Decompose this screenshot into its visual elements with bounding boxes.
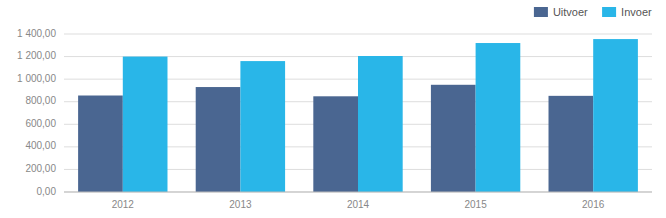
bar (476, 43, 521, 192)
y-tick-label: 600,00 (25, 118, 56, 129)
bar (313, 96, 358, 192)
bar (431, 85, 476, 192)
y-tick-label: 0,00 (37, 186, 57, 197)
x-tick-label: 2014 (347, 199, 370, 210)
page: {"chart_data": {"type": "bar", "categori… (0, 0, 666, 218)
bar (358, 56, 403, 192)
bar (123, 57, 168, 192)
y-tick-label: 1 000,00 (17, 73, 56, 84)
y-tick-label: 1 400,00 (17, 28, 56, 39)
grid-line (64, 34, 652, 35)
bar (240, 61, 285, 192)
bar (593, 39, 638, 192)
grid-line (64, 192, 652, 193)
x-tick-label: 2012 (112, 199, 135, 210)
bars (78, 39, 638, 192)
y-tick-label: 400,00 (25, 140, 56, 151)
legend-swatch (534, 7, 548, 17)
legend-swatch (602, 7, 616, 17)
bar (196, 87, 241, 192)
y-tick-label: 200,00 (25, 163, 56, 174)
x-axis: 2012 2013 2014 2015 2016 (64, 192, 652, 210)
y-tick-label: 800,00 (25, 95, 56, 106)
y-axis: 0,00 200,00 400,00 600,00 800,00 1 000,00 1 20… (17, 28, 652, 197)
y-tick-label: 1 200,00 (17, 50, 56, 61)
x-tick-label: 2016 (582, 199, 605, 210)
legend-label: Uitvoer (553, 6, 588, 18)
bar (549, 96, 594, 192)
legend-label: Invoer (621, 6, 652, 18)
bar (78, 96, 123, 192)
legend-item: Invoer (602, 6, 652, 18)
legend-item: Uitvoer (534, 6, 588, 18)
chart: 0,00 200,00 400,00 600,00 800,00 1 000,00 1 20… (0, 0, 666, 218)
x-tick-label: 2013 (229, 199, 252, 210)
x-axis-line (64, 192, 652, 193)
x-tick-label: 2015 (464, 199, 487, 210)
legend: Uitvoer Invoer (534, 6, 652, 18)
